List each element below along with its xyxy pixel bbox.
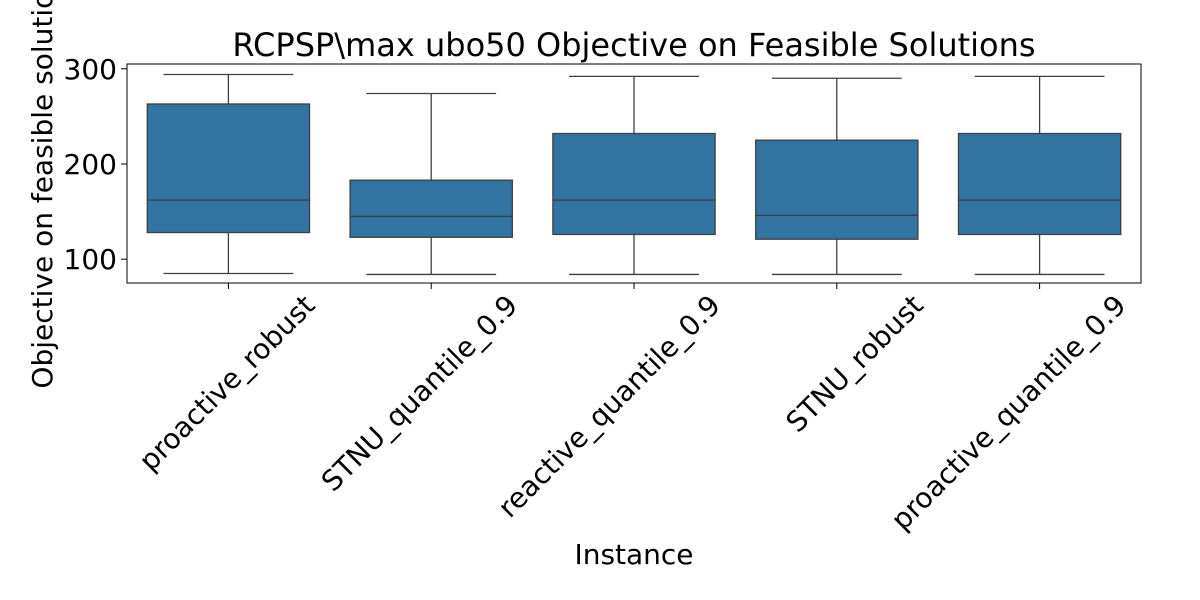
box — [552, 132, 716, 236]
plot-frame — [126, 63, 1142, 284]
y-tick-label: 100 — [64, 243, 117, 276]
x-axis-label: Instance — [574, 538, 693, 571]
x-tick-label: reactive_quantile_0.9 — [492, 289, 727, 524]
y-tick-label: 200 — [64, 148, 117, 181]
x-tick-label: proactive_quantile_0.9 — [885, 289, 1133, 537]
box — [349, 179, 513, 238]
x-tick-label: STNU_quantile_0.9 — [315, 289, 524, 498]
chart-title: RCPSP\max ubo50 Objective on Feasible So… — [232, 26, 1035, 64]
box — [755, 139, 919, 240]
y-tick-label: 300 — [64, 53, 117, 86]
plot-area: proactive_robustSTNU_quantile_0.9reactiv… — [64, 53, 1142, 537]
x-tick-label: proactive_robust — [133, 289, 322, 478]
box — [957, 132, 1122, 236]
box — [146, 103, 311, 234]
y-axis-label: Objective on feasible solutions — [26, 0, 59, 389]
x-tick-label: STNU_robust — [780, 289, 930, 439]
